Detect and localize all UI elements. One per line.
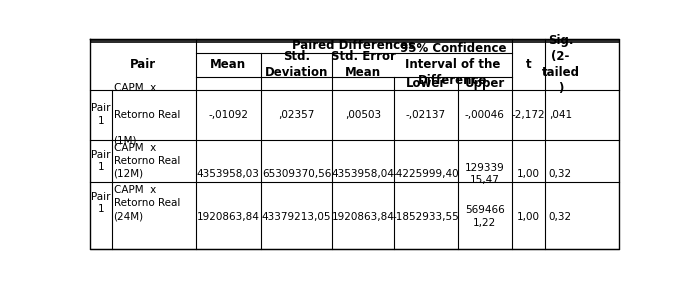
Text: 1,00: 1,00 [517,212,540,222]
Text: 4353958,03: 4353958,03 [197,169,260,179]
Text: Std. Error
Mean: Std. Error Mean [331,50,396,80]
Text: 65309370,56: 65309370,56 [262,169,331,179]
Text: Paired Differences: Paired Differences [292,39,415,52]
Text: Lower: Lower [406,77,446,90]
Text: Pair
1: Pair 1 [91,103,111,126]
Text: 43379213,05: 43379213,05 [262,212,331,222]
Text: CAPM  x
Retorno Real
(24M): CAPM x Retorno Real (24M) [113,185,180,221]
Text: -2,172: -2,172 [511,110,545,120]
Text: Std.
Deviation: Std. Deviation [265,50,328,80]
Text: 569466
1,22: 569466 1,22 [465,205,504,228]
Text: -1852933,55: -1852933,55 [392,212,459,222]
Text: 0,32: 0,32 [549,169,572,179]
Text: Sig.
(2-
tailed
): Sig. (2- tailed ) [541,34,579,95]
Text: 4353958,04: 4353958,04 [331,169,394,179]
Text: t: t [525,58,531,71]
Text: CAPM  x

Retorno Real

(1M): CAPM x Retorno Real (1M) [113,83,180,146]
Text: 1,00: 1,00 [517,169,540,179]
Text: 95% Confidence
Interval of the
Difference: 95% Confidence Interval of the Differenc… [400,42,507,87]
Text: -4225999,40: -4225999,40 [392,169,459,179]
Text: -,01092: -,01092 [208,110,248,120]
Text: ,041: ,041 [549,110,572,120]
Text: Mean: Mean [210,59,246,71]
Text: Pair: Pair [130,58,156,71]
Text: ,00503: ,00503 [345,110,381,120]
Text: Pair
1: Pair 1 [91,192,111,214]
Text: -,00046: -,00046 [465,110,504,120]
Text: 129339
15,47: 129339 15,47 [465,163,504,185]
Text: CAPM  x
Retorno Real
(12M): CAPM x Retorno Real (12M) [113,143,180,179]
Text: 0,32: 0,32 [549,212,572,222]
Text: -,02137: -,02137 [406,110,446,120]
Text: Upper: Upper [465,77,505,90]
Text: 1920863,84: 1920863,84 [331,212,394,222]
Text: ,02357: ,02357 [278,110,315,120]
Text: 1920863,84: 1920863,84 [197,212,260,222]
Text: Pair
1: Pair 1 [91,150,111,172]
Bar [91,39,619,43]
